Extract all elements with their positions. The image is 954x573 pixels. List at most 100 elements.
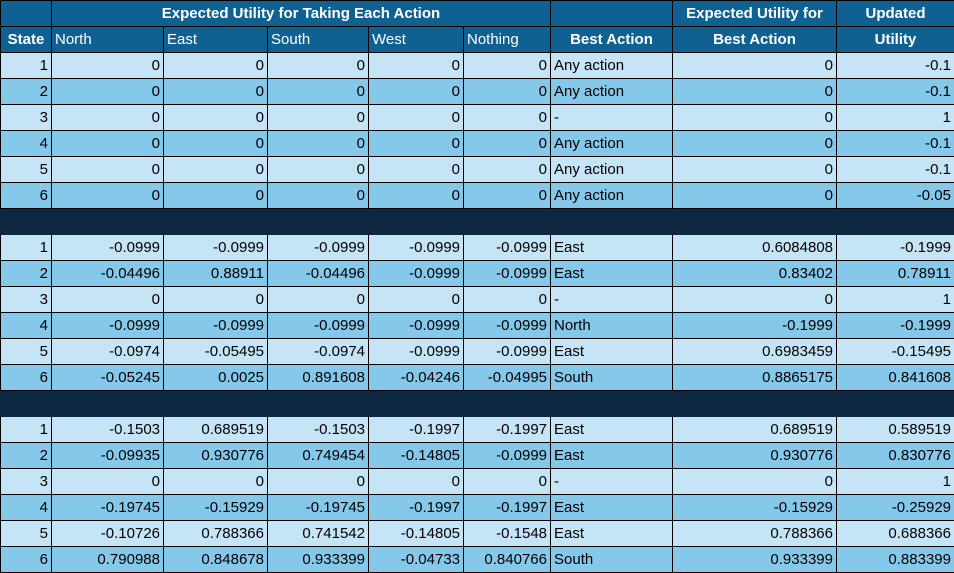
west-cell[interactable]: 0 <box>369 183 464 209</box>
west-cell[interactable]: -0.0999 <box>369 261 464 287</box>
south-cell[interactable]: 0 <box>268 131 369 157</box>
updated-utility-cell[interactable]: -0.05 <box>837 183 954 209</box>
eu-best-cell[interactable]: 0.8865175 <box>673 365 837 391</box>
east-cell[interactable]: 0.930776 <box>164 443 268 469</box>
south-cell[interactable]: 0.741542 <box>268 521 369 547</box>
updated-utility-cell[interactable]: -0.1999 <box>837 313 954 339</box>
eu-best-cell[interactable]: 0.933399 <box>673 547 837 573</box>
updated-utility-cell[interactable]: 1 <box>837 469 954 495</box>
nothing-cell[interactable]: 0 <box>464 183 551 209</box>
north-cell[interactable]: -0.10726 <box>52 521 164 547</box>
nothing-cell[interactable]: -0.04995 <box>464 365 551 391</box>
updated-utility-cell[interactable]: -0.1 <box>837 131 954 157</box>
best-action-cell[interactable]: Any action <box>551 131 673 157</box>
state-cell[interactable]: 2 <box>1 79 52 105</box>
south-cell[interactable]: 0.749454 <box>268 443 369 469</box>
eu-best-cell[interactable]: -0.15929 <box>673 495 837 521</box>
nothing-cell[interactable]: 0 <box>464 53 551 79</box>
nothing-cell[interactable]: 0 <box>464 105 551 131</box>
west-cell[interactable]: -0.0999 <box>369 313 464 339</box>
state-cell[interactable]: 5 <box>1 157 52 183</box>
east-cell[interactable]: 0 <box>164 79 268 105</box>
west-cell[interactable]: -0.0999 <box>369 339 464 365</box>
north-cell[interactable]: 0 <box>52 469 164 495</box>
best-action-cell[interactable]: East <box>551 261 673 287</box>
east-cell[interactable]: 0 <box>164 131 268 157</box>
nothing-cell[interactable]: -0.0999 <box>464 339 551 365</box>
east-cell[interactable]: 0 <box>164 53 268 79</box>
nothing-cell[interactable]: 0.840766 <box>464 547 551 573</box>
updated-utility-cell[interactable]: -0.1 <box>837 53 954 79</box>
eu-best-cell[interactable]: 0 <box>673 105 837 131</box>
east-cell[interactable]: 0 <box>164 183 268 209</box>
east-cell[interactable]: 0 <box>164 287 268 313</box>
state-cell[interactable]: 6 <box>1 365 52 391</box>
updated-utility-cell[interactable]: 0.688366 <box>837 521 954 547</box>
west-cell[interactable]: -0.04246 <box>369 365 464 391</box>
state-cell[interactable]: 3 <box>1 469 52 495</box>
west-cell[interactable]: -0.04733 <box>369 547 464 573</box>
state-cell[interactable]: 3 <box>1 105 52 131</box>
west-cell[interactable]: 0 <box>369 157 464 183</box>
state-cell[interactable]: 2 <box>1 261 52 287</box>
north-cell[interactable]: 0 <box>52 131 164 157</box>
best-action-cell[interactable]: Any action <box>551 183 673 209</box>
state-cell[interactable]: 5 <box>1 339 52 365</box>
east-cell[interactable]: 0.0025 <box>164 365 268 391</box>
north-cell[interactable]: -0.1503 <box>52 417 164 443</box>
north-cell[interactable]: 0 <box>52 105 164 131</box>
nothing-cell[interactable]: 0 <box>464 131 551 157</box>
best-action-cell[interactable]: South <box>551 365 673 391</box>
north-cell[interactable]: 0 <box>52 183 164 209</box>
south-cell[interactable]: -0.0999 <box>268 313 369 339</box>
east-cell[interactable]: -0.05495 <box>164 339 268 365</box>
updated-utility-cell[interactable]: 0.830776 <box>837 443 954 469</box>
north-cell[interactable]: 0 <box>52 53 164 79</box>
south-cell[interactable]: 0 <box>268 157 369 183</box>
north-cell[interactable]: 0 <box>52 79 164 105</box>
west-cell[interactable]: 0 <box>369 469 464 495</box>
eu-best-cell[interactable]: 0 <box>673 53 837 79</box>
best-action-cell[interactable]: East <box>551 417 673 443</box>
eu-best-cell[interactable]: 0.6084808 <box>673 235 837 261</box>
east-cell[interactable]: 0.788366 <box>164 521 268 547</box>
state-cell[interactable]: 4 <box>1 495 52 521</box>
nothing-cell[interactable]: -0.0999 <box>464 261 551 287</box>
eu-best-cell[interactable]: 0 <box>673 131 837 157</box>
updated-utility-cell[interactable]: 0.78911 <box>837 261 954 287</box>
eu-best-cell[interactable]: 0 <box>673 79 837 105</box>
state-cell[interactable]: 6 <box>1 547 52 573</box>
eu-best-cell[interactable]: 0.930776 <box>673 443 837 469</box>
updated-utility-cell[interactable]: -0.1999 <box>837 235 954 261</box>
north-cell[interactable]: -0.0974 <box>52 339 164 365</box>
state-cell[interactable]: 4 <box>1 131 52 157</box>
updated-utility-cell[interactable]: 1 <box>837 287 954 313</box>
nothing-cell[interactable]: -0.1997 <box>464 495 551 521</box>
nothing-cell[interactable]: -0.0999 <box>464 443 551 469</box>
west-cell[interactable]: 0 <box>369 53 464 79</box>
updated-utility-cell[interactable]: 1 <box>837 105 954 131</box>
nothing-cell[interactable]: 0 <box>464 469 551 495</box>
updated-utility-cell[interactable]: -0.25929 <box>837 495 954 521</box>
west-cell[interactable]: -0.14805 <box>369 521 464 547</box>
south-cell[interactable]: 0.933399 <box>268 547 369 573</box>
state-cell[interactable]: 4 <box>1 313 52 339</box>
state-cell[interactable]: 2 <box>1 443 52 469</box>
north-cell[interactable]: -0.05245 <box>52 365 164 391</box>
east-cell[interactable]: 0 <box>164 469 268 495</box>
best-action-cell[interactable]: South <box>551 547 673 573</box>
eu-best-cell[interactable]: 0 <box>673 287 837 313</box>
west-cell[interactable]: -0.14805 <box>369 443 464 469</box>
west-cell[interactable]: 0 <box>369 79 464 105</box>
south-cell[interactable]: -0.04496 <box>268 261 369 287</box>
updated-utility-cell[interactable]: -0.1 <box>837 157 954 183</box>
nothing-cell[interactable]: -0.0999 <box>464 313 551 339</box>
west-cell[interactable]: 0 <box>369 287 464 313</box>
best-action-cell[interactable]: Any action <box>551 53 673 79</box>
eu-best-cell[interactable]: -0.1999 <box>673 313 837 339</box>
east-cell[interactable]: -0.0999 <box>164 235 268 261</box>
best-action-cell[interactable]: East <box>551 235 673 261</box>
east-cell[interactable]: -0.15929 <box>164 495 268 521</box>
best-action-cell[interactable]: - <box>551 105 673 131</box>
south-cell[interactable]: 0 <box>268 287 369 313</box>
